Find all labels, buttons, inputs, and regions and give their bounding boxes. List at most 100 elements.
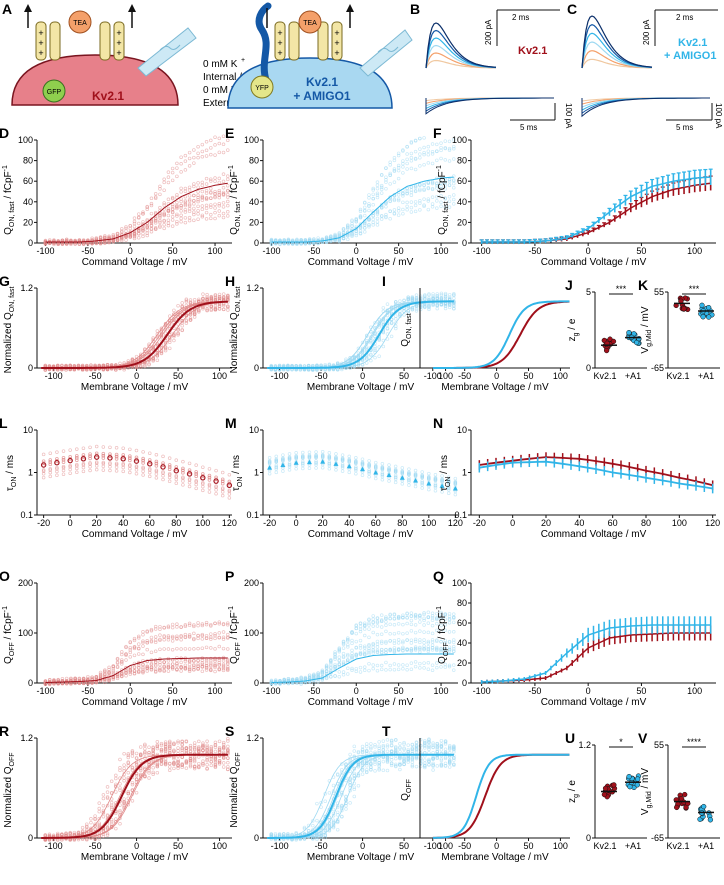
data-point bbox=[409, 618, 414, 623]
data-point bbox=[373, 348, 377, 353]
data-point bbox=[205, 297, 209, 302]
data-point bbox=[274, 470, 279, 475]
data-point bbox=[155, 342, 160, 347]
data-point bbox=[394, 317, 398, 321]
data-point bbox=[183, 168, 188, 172]
data-point bbox=[149, 196, 154, 201]
data-point bbox=[422, 136, 426, 140]
data-point bbox=[188, 318, 193, 322]
data-point bbox=[61, 468, 66, 473]
data-point bbox=[153, 664, 158, 668]
data-point bbox=[179, 647, 183, 651]
data-point bbox=[446, 484, 451, 488]
data-point bbox=[221, 646, 226, 651]
mean-marker bbox=[373, 470, 379, 475]
data-point bbox=[111, 669, 116, 673]
data-point bbox=[392, 208, 397, 212]
data-point bbox=[301, 450, 305, 455]
data-point bbox=[344, 359, 348, 363]
data-point bbox=[320, 449, 325, 454]
data-point bbox=[384, 629, 388, 634]
data-point bbox=[114, 454, 119, 459]
data-point bbox=[136, 634, 141, 639]
data-point bbox=[217, 176, 222, 181]
data-point bbox=[221, 172, 226, 176]
data-point bbox=[176, 303, 180, 308]
data-point bbox=[347, 458, 351, 462]
tea-label: TEA bbox=[303, 20, 317, 27]
data-point bbox=[433, 473, 438, 477]
data-point bbox=[136, 642, 141, 646]
data-point bbox=[334, 455, 338, 460]
y-label-main: Q bbox=[437, 227, 448, 235]
data-point bbox=[149, 639, 154, 644]
data-point bbox=[439, 204, 443, 209]
data-point bbox=[350, 668, 354, 673]
y-axis-label: QON, fast / fCpF-1 bbox=[436, 165, 450, 235]
data-point bbox=[115, 674, 120, 679]
data-point bbox=[183, 216, 188, 220]
data-point bbox=[452, 292, 456, 296]
data-point bbox=[340, 466, 345, 470]
data-point bbox=[226, 632, 230, 637]
y-tick-label: 40 bbox=[249, 197, 259, 207]
data-point bbox=[443, 617, 448, 621]
data-point bbox=[163, 348, 168, 353]
y-label-main: Normalized Q bbox=[229, 312, 240, 373]
data-point bbox=[128, 223, 133, 228]
mean-marker bbox=[93, 454, 100, 460]
data-point bbox=[367, 468, 371, 472]
data-point bbox=[406, 296, 410, 301]
data-point bbox=[388, 622, 392, 627]
data-point bbox=[214, 484, 218, 488]
data-point bbox=[132, 231, 137, 235]
mean-line bbox=[481, 182, 711, 243]
data-point bbox=[422, 152, 426, 157]
mean-marker bbox=[267, 465, 273, 470]
data-point bbox=[175, 214, 179, 218]
x-tick-label: 120 bbox=[222, 518, 237, 528]
data-point bbox=[453, 492, 458, 497]
data-point bbox=[418, 152, 422, 156]
data-point bbox=[205, 308, 209, 312]
data-point bbox=[209, 186, 213, 191]
data-point bbox=[121, 465, 125, 470]
data-point bbox=[179, 669, 183, 673]
data-point bbox=[115, 676, 120, 681]
data-point bbox=[214, 488, 218, 492]
data-point bbox=[221, 205, 226, 209]
data-point bbox=[213, 206, 217, 210]
data-point bbox=[405, 167, 409, 171]
data-point bbox=[221, 215, 226, 220]
data-point bbox=[183, 202, 188, 207]
x-tick-label: -50 bbox=[458, 371, 471, 381]
data-point bbox=[90, 236, 94, 241]
data-point bbox=[200, 149, 205, 154]
data-point bbox=[295, 242, 299, 246]
x-tick-label: 0 bbox=[510, 518, 515, 528]
mean-marker bbox=[280, 462, 286, 468]
y-tick-label: 10 bbox=[457, 425, 467, 435]
y-label-exp: -1 bbox=[2, 606, 9, 612]
data-point bbox=[327, 454, 332, 459]
data-point bbox=[371, 203, 375, 207]
data-point bbox=[405, 631, 409, 635]
y-tick-label: 80 bbox=[457, 156, 467, 166]
data-point bbox=[181, 459, 185, 464]
data-point bbox=[159, 333, 164, 338]
data-point bbox=[213, 636, 217, 641]
data-point bbox=[362, 221, 367, 226]
data-point bbox=[213, 632, 217, 636]
x-tick-label: -50 bbox=[307, 686, 320, 696]
data-point bbox=[362, 230, 367, 234]
data-point bbox=[196, 662, 200, 666]
data-point bbox=[132, 653, 137, 658]
data-point bbox=[379, 625, 384, 629]
data-point bbox=[168, 336, 172, 340]
data-point bbox=[153, 640, 158, 645]
data-point bbox=[333, 232, 337, 237]
x-axis-label: Membrane Voltage / mV bbox=[307, 382, 415, 393]
data-point bbox=[179, 634, 183, 639]
data-point bbox=[187, 480, 192, 485]
data-point bbox=[443, 196, 448, 200]
